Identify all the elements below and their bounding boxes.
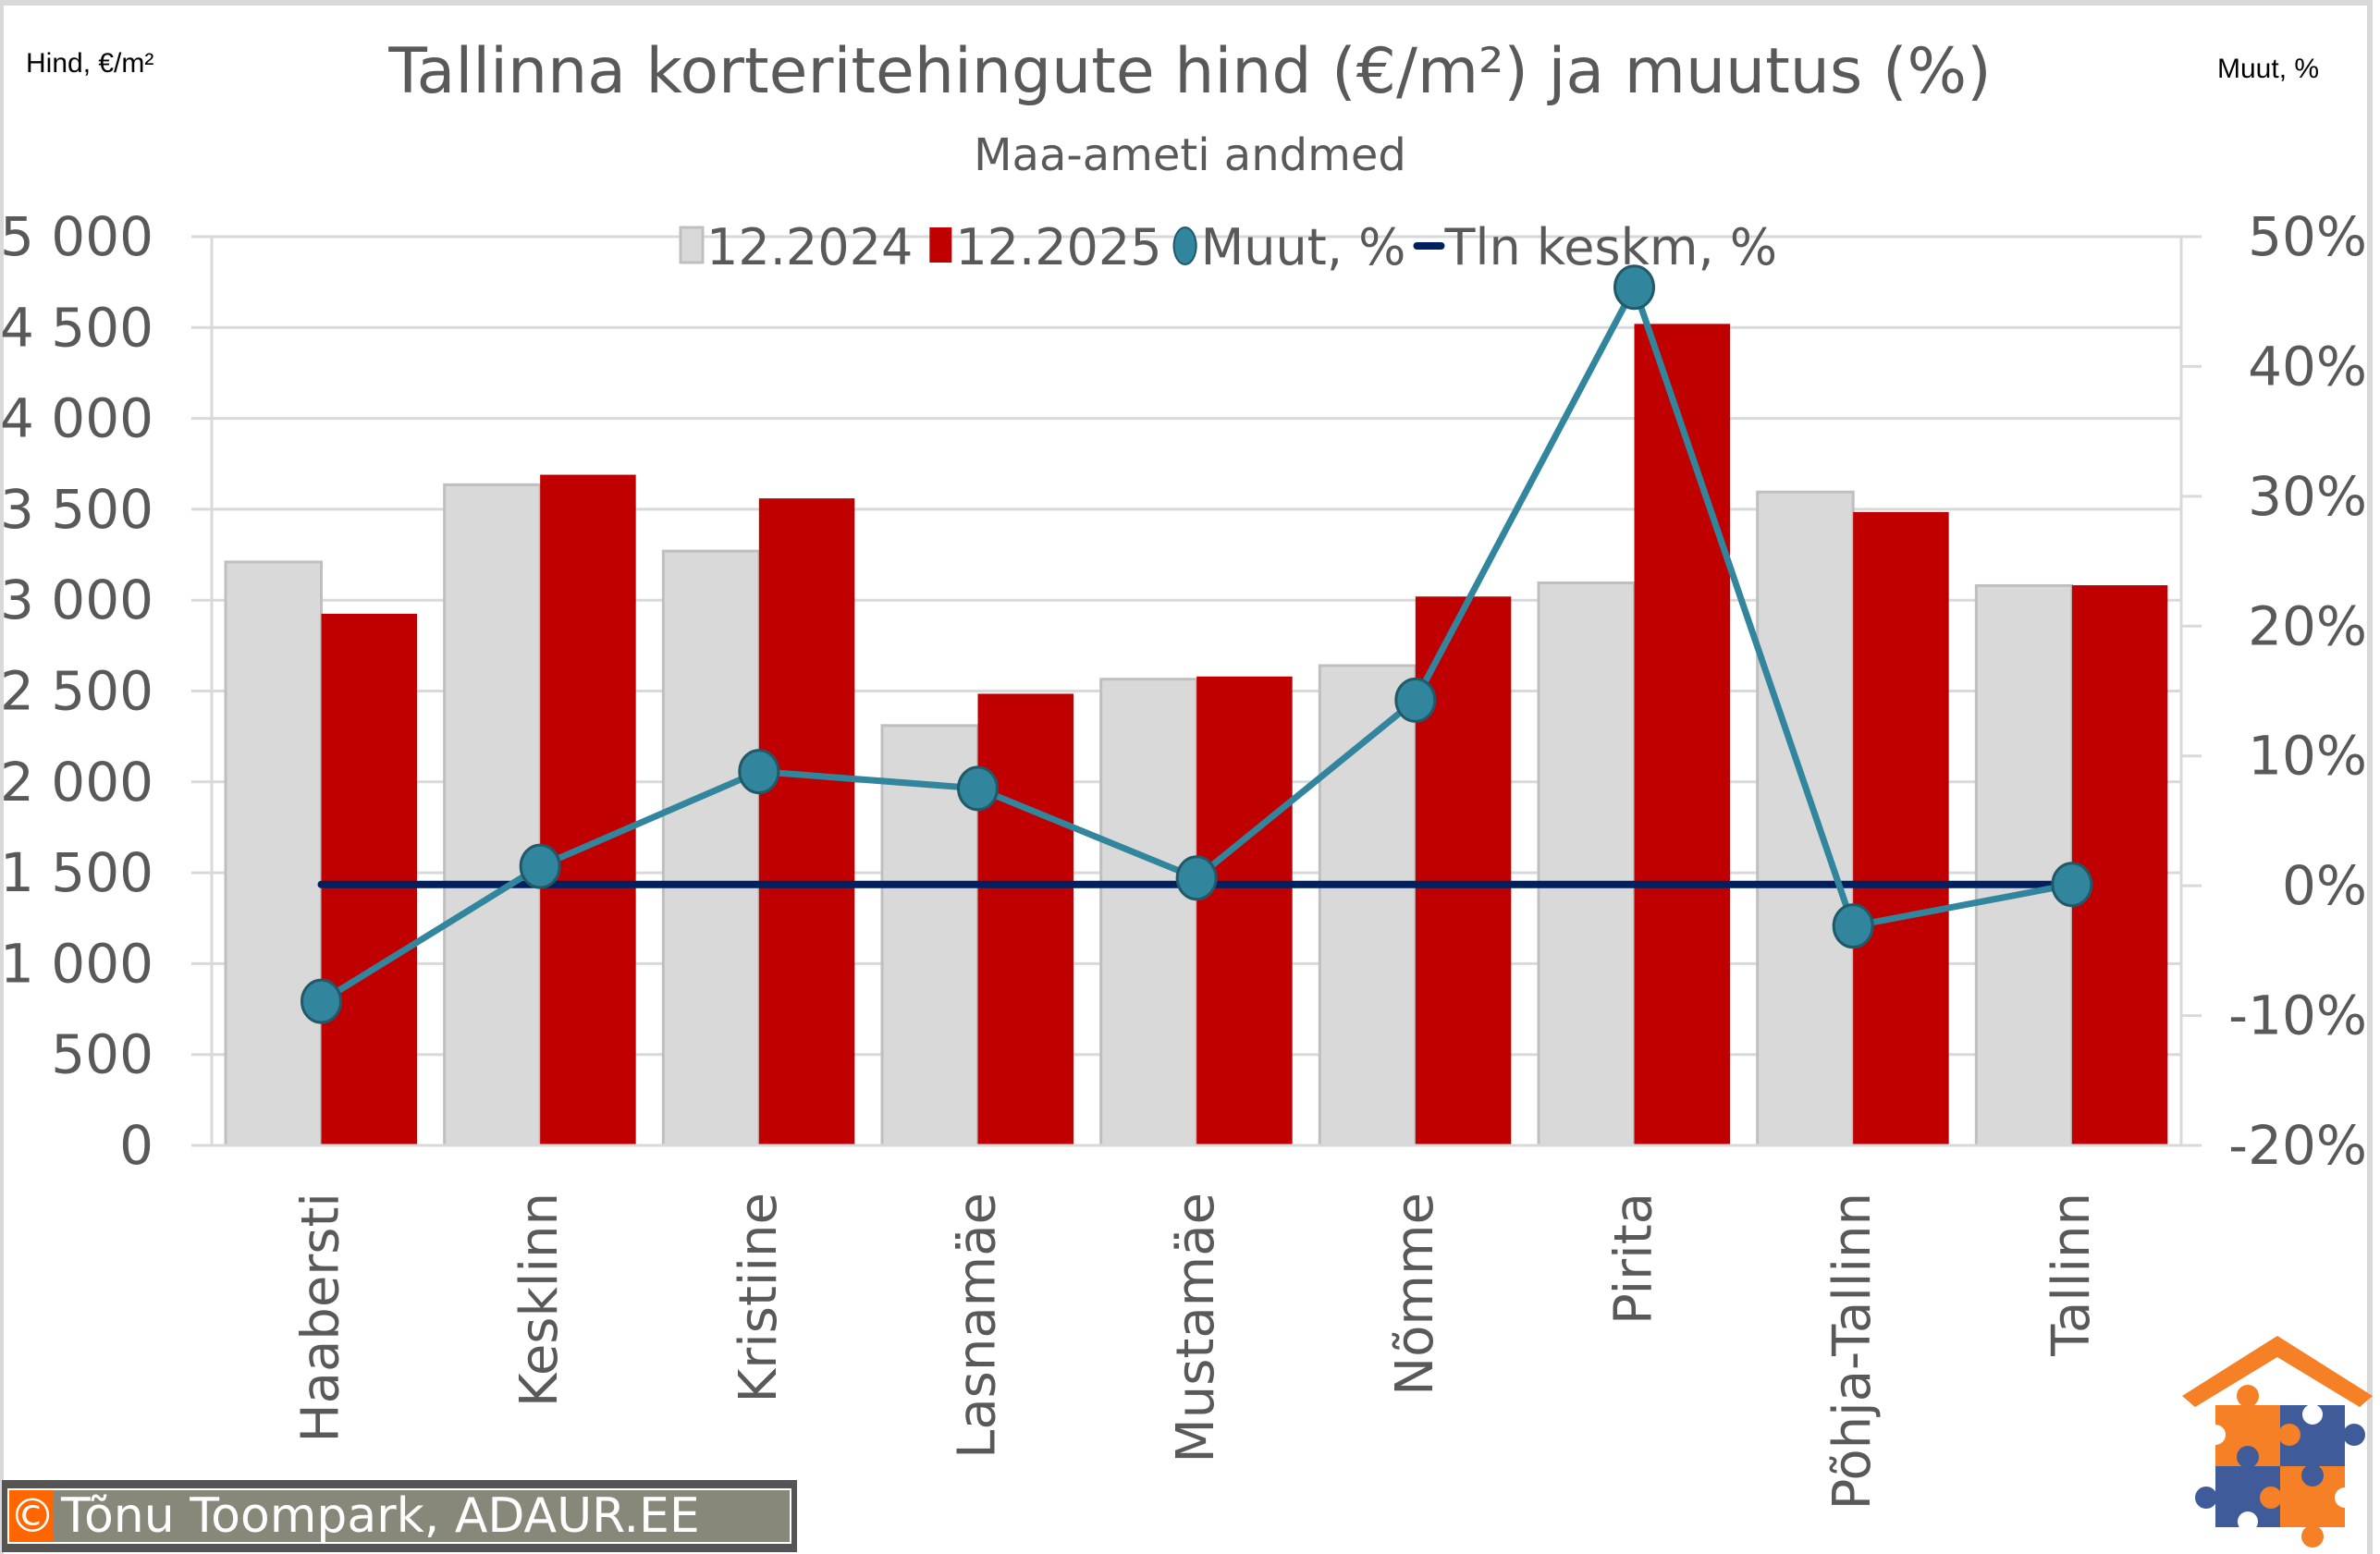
right-axis-tick-label: 30% (2248, 465, 2367, 528)
change-marker (1613, 264, 1655, 311)
copyright-icon: © (9, 1489, 55, 1543)
right-axis-labels: -20% -10% 0% 10% 20% 30% 40% 50% (2228, 205, 2367, 1177)
bar-12.2024 (443, 483, 542, 1147)
legend-marker-change (1172, 226, 1197, 265)
bar-12.2024 (661, 549, 761, 1147)
legend-label: 12.2024 (706, 218, 913, 276)
bar-12.2024 (224, 560, 323, 1147)
change-marker (1394, 677, 1437, 723)
left-axis-tick-label: 5 000 (0, 205, 153, 268)
left-axis-tick-label: 2 000 (0, 751, 153, 814)
house-puzzle-logo-icon (2182, 1336, 2373, 1548)
category-label: Nõmme (1385, 1193, 1445, 1396)
legend-label: Tln keskm, % (1443, 218, 1777, 276)
left-axis-tick-label: 0 (119, 1114, 153, 1177)
right-axis-tick-label: -20% (2228, 1114, 2367, 1177)
right-axis-tick-label: 20% (2248, 594, 2367, 657)
bar-12.2024 (1099, 678, 1198, 1147)
category-label: Kesklinn (509, 1193, 570, 1407)
right-axis-tick-label: 0% (2282, 854, 2367, 917)
left-axis-tick-label: 500 (51, 1023, 153, 1086)
change-marker (2051, 862, 2093, 908)
left-axis-tick-label: 1 000 (0, 932, 153, 995)
bar-12.2025 (758, 498, 855, 1145)
right-axis-tick-label: -10% (2228, 985, 2367, 1047)
bar-12.2025 (1853, 511, 1949, 1145)
left-axis-tick-label: 3 000 (0, 569, 153, 631)
left-axis-unit: Hind, €/m² (26, 48, 154, 79)
category-label: Tallinn (2042, 1193, 2102, 1357)
chart-subtitle: Maa-ameti andmed (974, 129, 1406, 181)
category-label: Põhja-Tallinn (1822, 1193, 1883, 1510)
line-series (301, 264, 2093, 1024)
right-axis-tick-label: 10% (2248, 725, 2367, 788)
chart-title: Tallinna korteritehingute hind (€/m²) ja… (388, 35, 1992, 108)
left-axis-tick-label: 2 500 (0, 660, 153, 723)
left-axis-tick-label: 4 500 (0, 296, 153, 359)
change-marker (301, 978, 342, 1024)
change-marker (1832, 903, 1874, 949)
bar-12.2025 (1634, 324, 1730, 1145)
change-marker (1175, 855, 1218, 901)
left-axis-labels: 0 500 1 000 1 500 2 000 2 500 3 000 3 500 4 000 4… (0, 205, 153, 1177)
change-marker (738, 749, 780, 795)
change-marker (519, 843, 561, 889)
bar-series (224, 324, 2168, 1147)
left-axis-tick-label: 3 500 (0, 478, 153, 541)
copyright-text: Tõnu Toompark, ADAUR.EE (61, 1488, 700, 1544)
bar-12.2025 (321, 613, 417, 1145)
axes (210, 235, 2202, 1147)
bar-12.2025 (1196, 676, 1293, 1145)
category-label: Mustamäe (1166, 1193, 1226, 1463)
bar-12.2025 (2071, 585, 2168, 1145)
bar-12.2024 (1537, 581, 1636, 1147)
bar-12.2025 (540, 474, 636, 1145)
legend-label: 12.2025 (955, 218, 1161, 276)
legend-label: Muut, % (1201, 218, 1406, 276)
category-labels: Haabersti Kesklinn Kristiine Lasnamäe Mustam… (291, 1193, 2102, 1510)
right-axis-tick-label: 50% (2248, 205, 2367, 268)
bar-12.2025 (977, 693, 1073, 1145)
bar-12.2024 (1974, 583, 2074, 1147)
legend: 12.2024 12.2025 Muut, % Tln keskm, % (679, 218, 1777, 276)
change-marker (957, 765, 999, 812)
category-label: Pirita (1604, 1193, 1664, 1325)
category-label: Kristiine (729, 1193, 789, 1403)
category-label: Haabersti (291, 1193, 351, 1442)
right-axis-unit: Muut, % (2217, 54, 2320, 84)
copyright-badge: © Tõnu Toompark, ADAUR.EE (2, 1480, 797, 1552)
bar-12.2024 (1756, 490, 1855, 1147)
legend-swatch-2024 (679, 226, 705, 264)
right-axis-tick-label: 40% (2248, 335, 2367, 398)
bar-12.2024 (1318, 664, 1417, 1147)
category-label: Lasnamäe (948, 1193, 1008, 1459)
left-axis-tick-label: 4 000 (0, 387, 153, 450)
legend-swatch-2025 (929, 227, 952, 263)
left-axis-tick-label: 1 500 (0, 841, 153, 904)
